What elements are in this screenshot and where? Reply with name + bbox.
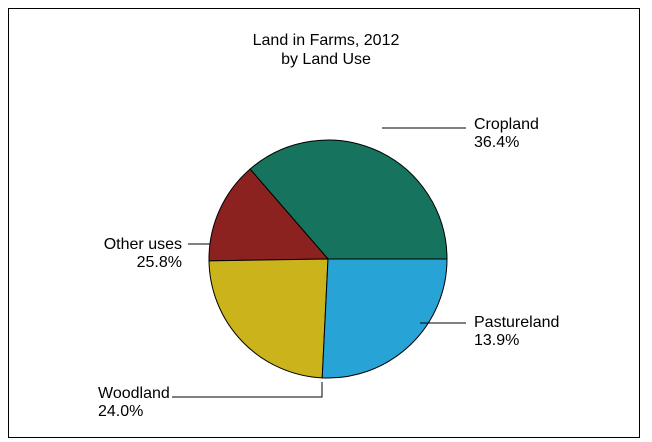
chart-subtitle: by Land Use xyxy=(281,51,371,68)
pie-slice-other-uses xyxy=(321,258,448,379)
slice-value-woodland: 24.0% xyxy=(98,403,143,420)
slice-label-cropland: Cropland xyxy=(474,116,539,133)
slice-label-woodland: Woodland xyxy=(98,385,170,402)
pie-slice-woodland xyxy=(208,258,329,379)
pie-slice-cropland xyxy=(249,139,448,260)
pie-slices xyxy=(208,139,448,379)
slice-label-pastureland: Pastureland xyxy=(474,314,559,331)
slice-value-cropland: 36.4% xyxy=(474,134,519,151)
chart-title: Land in Farms, 2012 xyxy=(253,32,400,49)
leader-lines xyxy=(172,127,466,398)
leader-line-woodland xyxy=(172,382,323,398)
slice-value-pastureland: 13.9% xyxy=(474,332,519,349)
pie-slice-pastureland xyxy=(208,168,330,262)
slice-label-other-uses: Other uses xyxy=(104,236,182,253)
slice-value-other-uses: 25.8% xyxy=(137,254,182,271)
